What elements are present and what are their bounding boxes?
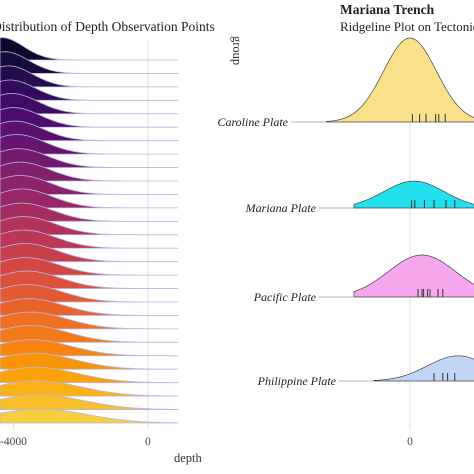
left-ridge-area: [0, 284, 179, 303]
right-category-label: Caroline Plate: [217, 115, 288, 129]
left-ridge-area: [0, 298, 179, 316]
left-ridge-area: [0, 257, 179, 276]
right-ridge-area: [373, 355, 474, 382]
left-ridge-area: [0, 311, 179, 330]
left-ridgeline-panel: Distribution of Depth Observation Points…: [0, 19, 215, 465]
right-ridge-area: [325, 37, 474, 123]
right-ridgeline-panel: Mariana Trench Ridgeline Plot on Tectoni…: [217, 2, 474, 448]
left-ridge-area: [0, 339, 179, 357]
left-ridge-area: [0, 107, 179, 128]
left-ridge-area: [0, 216, 179, 236]
left-ridge-area: [0, 175, 179, 195]
left-ridge-area: [0, 202, 179, 222]
left-chart-title: Distribution of Depth Observation Points: [0, 19, 215, 34]
right-x-tick-label: 0: [407, 436, 413, 448]
left-ridge-area: [0, 352, 179, 370]
left-ridge-area: [0, 325, 179, 343]
right-chart-subtitle: Ridgeline Plot on Tectonic: [340, 19, 474, 34]
left-ridge-area: [0, 37, 179, 61]
left-ridge-area: [0, 229, 179, 249]
left-x-axis-label: depth: [174, 451, 203, 465]
left-ridge-area: [0, 65, 179, 88]
right-chart-title: Mariana Trench: [340, 2, 435, 17]
left-ridge-area: [0, 79, 179, 101]
left-ridge-area: [0, 394, 179, 410]
right-ridge-area: [353, 180, 474, 209]
left-ridge-area: [0, 148, 179, 168]
left-ridge-area: [0, 408, 179, 424]
right-ridge-area: [353, 254, 474, 298]
right-x-ticks: 0: [407, 436, 413, 448]
right-category-label: Philippine Plate: [257, 374, 337, 388]
left-ridge-area: [0, 243, 179, 263]
left-x-tick-label: -4000: [0, 436, 27, 448]
left-ridge-area: [0, 380, 179, 397]
left-ridge-area: [0, 93, 179, 115]
left-ridge-area: [0, 188, 179, 209]
left-ridge-area: [0, 161, 179, 182]
left-x-ticks: -4000 0: [0, 436, 151, 448]
right-ridges: Caroline Plate Mariana Plate Pacific Plate…: [217, 37, 474, 388]
right-category-label: Pacific Plate: [253, 290, 317, 304]
left-ridge-area: [0, 134, 179, 155]
right-category-label: Mariana Plate: [245, 201, 317, 215]
right-y-axis-label: group: [230, 36, 244, 65]
left-x-tick-label: 0: [145, 436, 151, 448]
left-ridge-area: [0, 270, 179, 289]
left-ridge-area: [0, 120, 179, 142]
left-ridges: [0, 37, 179, 424]
left-ridge-area: [0, 366, 179, 384]
